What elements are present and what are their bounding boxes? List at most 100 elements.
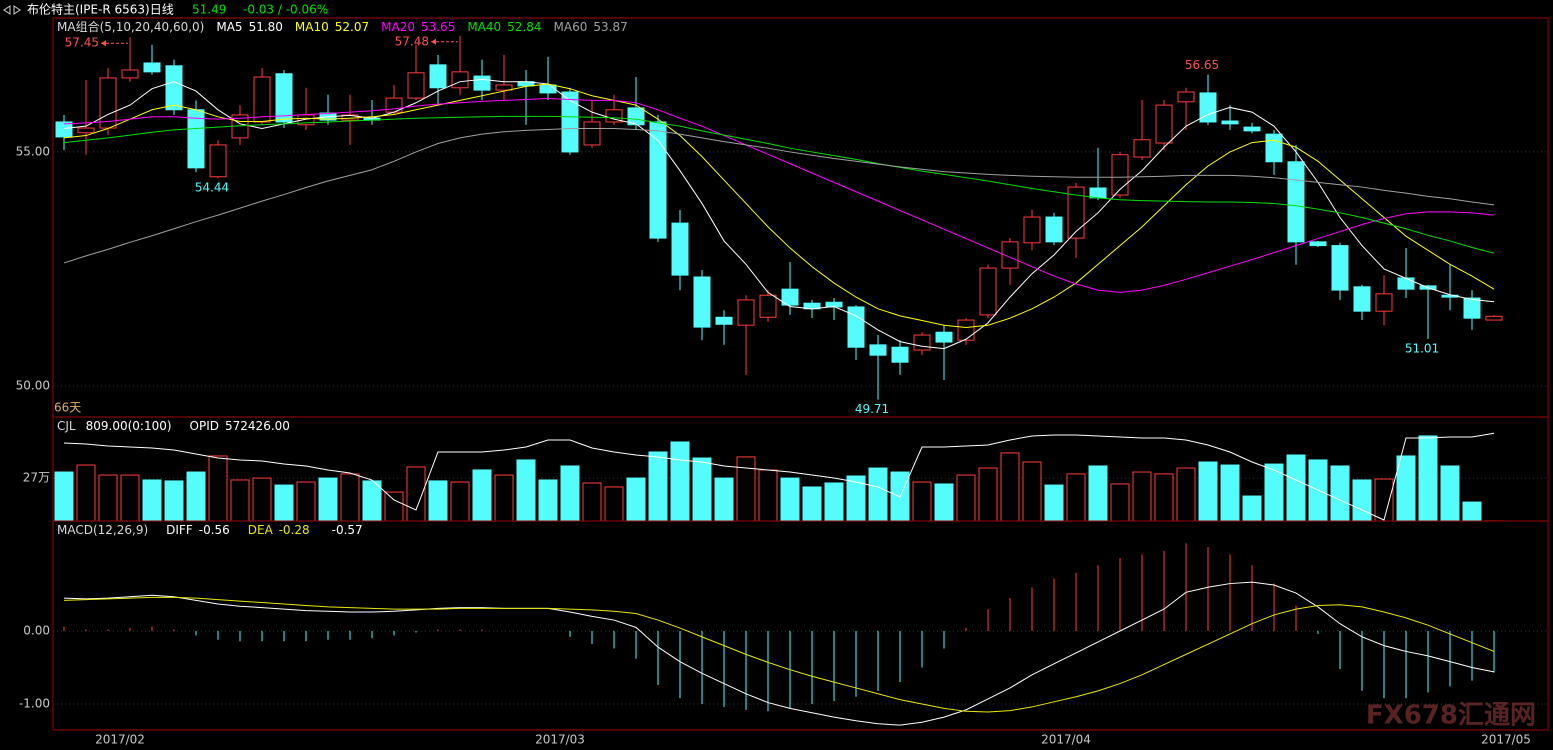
legend-name: DIFF (166, 523, 193, 537)
legend-name: MA20 (381, 20, 415, 34)
candle-body (1243, 126, 1261, 132)
candle-body (693, 276, 711, 328)
candle-body (539, 84, 557, 94)
legend-value: 51.80 (249, 20, 283, 34)
legend-value: 572426.00 (225, 419, 290, 433)
volume-bar (142, 479, 162, 522)
indicator-value: -0.57 (332, 523, 363, 537)
annotation-arrowhead (101, 40, 106, 47)
candle-body (407, 72, 425, 99)
volume-bar (758, 469, 778, 522)
volume-bar (1396, 455, 1416, 522)
volume-bar (802, 486, 822, 522)
volume-bar (428, 480, 448, 522)
volume-bar (516, 459, 536, 522)
indicator-line (63, 581, 1495, 726)
candle-body (1331, 245, 1349, 291)
annotation: 57.45 (65, 36, 99, 50)
candle-body (451, 71, 469, 89)
volume-bar (120, 474, 140, 522)
candle-body (275, 73, 293, 123)
annotation-arrowhead (431, 38, 436, 45)
volume-bar (208, 455, 228, 522)
volume-bar (252, 477, 272, 522)
candle-body (121, 69, 139, 79)
candle-body (1221, 120, 1239, 125)
indicator-line (63, 128, 1495, 264)
x-tick-label: 2017/04 (1041, 733, 1091, 747)
volume-bar (318, 477, 338, 522)
x-tick-label: 2017/02 (95, 733, 145, 747)
volume-bar (1374, 478, 1394, 522)
candle-body (429, 64, 447, 89)
candle-body (1111, 154, 1129, 196)
indicator-name: MA组合(5,10,20,40,60,0) (57, 19, 204, 34)
candle-body (649, 121, 667, 239)
volume-bar (1154, 473, 1174, 522)
candle-body (1309, 241, 1327, 247)
volume-bar (274, 484, 294, 522)
volume-bar (934, 483, 954, 522)
candle-body (1155, 104, 1173, 144)
indicator-line (63, 78, 1495, 350)
indicator-name: MACD(12,26,9) (57, 523, 148, 537)
volume-bar (54, 471, 74, 522)
volume-bar (824, 482, 844, 522)
annotation: 56.65 (1185, 58, 1219, 72)
chart-title: 布伦特主(IPE-R 6563)日线 (27, 2, 174, 17)
candle-body (1023, 216, 1041, 244)
candle-body (1397, 277, 1415, 290)
volume-bar (736, 456, 756, 522)
y-tick-label: 27万 (23, 471, 50, 485)
indicator-name: CJL (57, 419, 76, 433)
indicator-line (63, 83, 1495, 329)
volume-bar (1066, 473, 1086, 522)
volume-bar (76, 464, 96, 522)
volume-bar (538, 479, 558, 522)
candle-body (847, 306, 865, 348)
y-tick-label: 50.00 (16, 379, 50, 393)
candle-body (1375, 293, 1393, 312)
volume-bar (1198, 461, 1218, 522)
candle-body (1089, 187, 1107, 199)
volume-bar (846, 475, 866, 522)
legend-name: MA10 (295, 20, 329, 34)
volume-bar (1220, 464, 1240, 522)
candle-body (957, 319, 975, 341)
legend-value: 53.87 (593, 20, 627, 34)
candle-body (1001, 241, 1019, 269)
volume-bar (472, 469, 492, 522)
volume-bar (384, 491, 404, 522)
candle-body (1067, 186, 1085, 239)
candle-body (583, 121, 601, 146)
volume-bar (1418, 435, 1438, 522)
volume-bar (582, 482, 602, 522)
candle-body (143, 62, 161, 73)
panel-header: CJL 809.00(0:100) OPID 572426.00 (57, 419, 290, 433)
legend-name: MA40 (467, 20, 501, 34)
volume-bar (494, 474, 514, 522)
panel-frame (52, 520, 1549, 731)
volume-bar (604, 486, 624, 522)
candle-body (473, 75, 491, 91)
volume-bar (362, 480, 382, 522)
volume-bar (868, 467, 888, 522)
legend-value: -0.56 (199, 523, 230, 537)
candle-body (55, 121, 73, 138)
volume-bar (1022, 461, 1042, 522)
watermark: FX678汇通网 (1366, 701, 1536, 731)
volume-bar (230, 479, 250, 522)
volume-bar (98, 474, 118, 522)
x-tick-label: 2017/05 (1481, 733, 1531, 747)
volume-bar (692, 457, 712, 522)
volume-bar (1440, 465, 1460, 522)
volume-bar (1044, 484, 1064, 522)
candle-body (935, 331, 953, 343)
candle-body (1177, 91, 1195, 103)
candle-body (671, 222, 689, 276)
annotation: 57.48 (395, 34, 429, 48)
volume-bar (164, 480, 184, 522)
volume-bar (956, 474, 976, 522)
